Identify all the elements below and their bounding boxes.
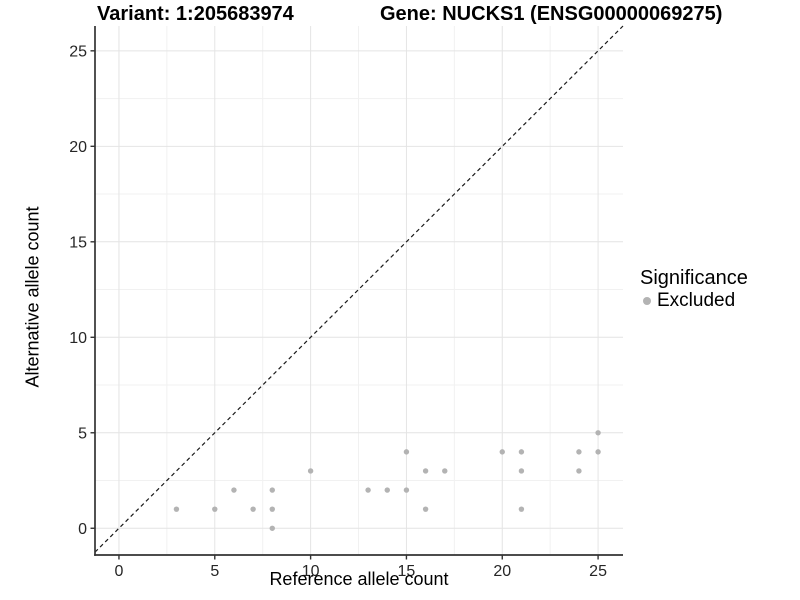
legend-item: Excluded (640, 290, 748, 312)
data-point (384, 487, 390, 493)
data-point (576, 449, 582, 455)
legend-title: Significance (640, 267, 748, 289)
data-point (231, 487, 237, 493)
data-point (576, 468, 582, 474)
data-point (499, 449, 505, 455)
legend-item-label: Excluded (657, 290, 736, 311)
legend: Significance Excluded (640, 266, 748, 312)
data-point (518, 468, 525, 474)
x-tick-label: 5 (210, 563, 219, 580)
identity-dashed-line (94, 25, 624, 553)
scatter-plot: 0 5 10 15 20 25 0 5 10 15 20 25 (69, 25, 624, 580)
x-tick-label: 25 (589, 563, 607, 580)
x-tick-label: 15 (398, 563, 416, 580)
x-tick-label: 20 (493, 563, 511, 580)
data-point (269, 506, 275, 512)
y-tick-label: 10 (69, 330, 87, 347)
y-tick-label: 25 (69, 43, 87, 60)
x-tick-label: 0 (115, 563, 124, 580)
data-point (403, 449, 410, 455)
data-point (518, 506, 525, 512)
data-point (518, 449, 525, 455)
data-point (269, 487, 275, 493)
data-point (422, 468, 429, 474)
data-point (307, 468, 314, 474)
data-point (365, 487, 371, 493)
plot-title-gene: Gene: NUCKS1 (ENSG00000069275) (380, 3, 723, 25)
y-tick-label: 15 (69, 234, 87, 251)
legend-key-dot (643, 297, 651, 305)
y-axis-label: Alternative allele count (22, 206, 43, 388)
data-point (269, 525, 275, 531)
y-tick-label: 20 (69, 139, 87, 156)
data-point (173, 506, 180, 512)
y-tick-label: 0 (78, 521, 87, 538)
data-point (250, 506, 256, 512)
data-point (422, 506, 429, 512)
data-point (442, 468, 448, 474)
data-point (403, 487, 410, 493)
plot-title-variant: Variant: 1:205683974 (97, 3, 294, 25)
data-point (212, 506, 218, 512)
x-tick-label: 10 (302, 563, 320, 580)
x-axis-label: Reference allele count (269, 569, 449, 589)
y-tick-label: 5 (78, 425, 87, 442)
data-point (595, 449, 601, 455)
data-point (595, 430, 601, 436)
